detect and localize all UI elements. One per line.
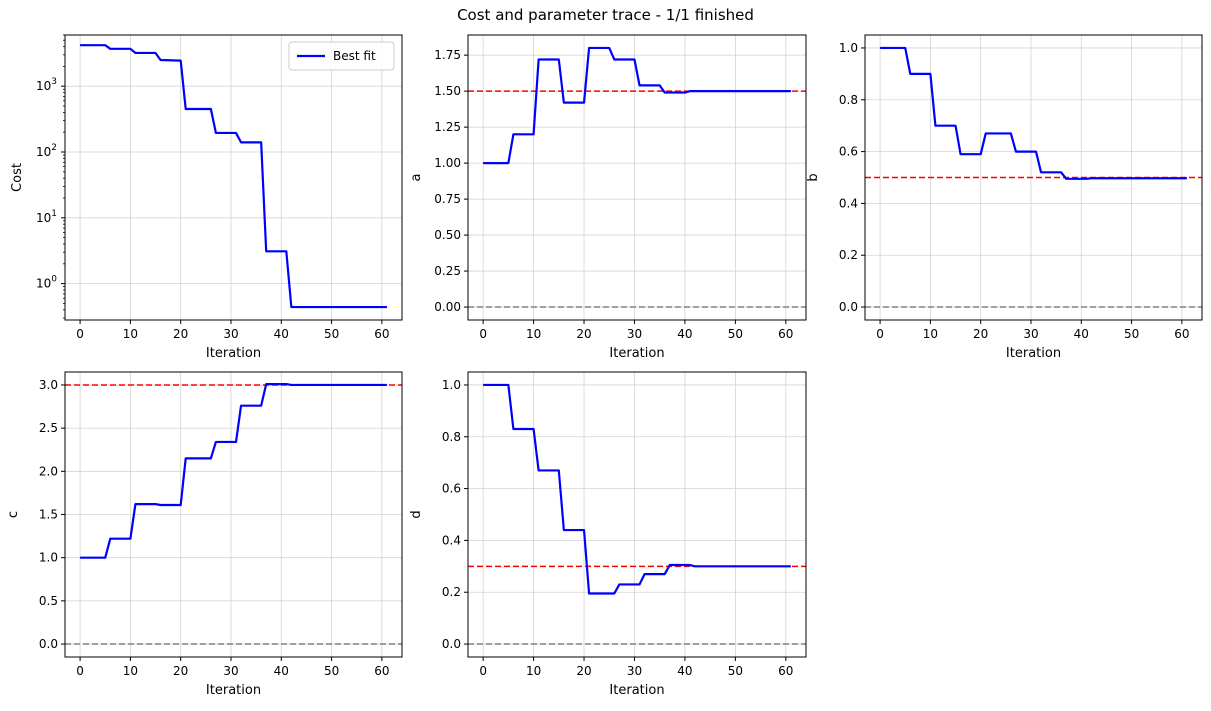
y-tick-label: 101 [36,209,57,225]
x-axis-label: Iteration [609,683,664,698]
x-tick-label: 50 [728,664,743,678]
x-tick-label: 20 [173,327,188,341]
x-tick-label: 20 [576,327,591,341]
y-tick-label: 1.75 [434,48,461,62]
y-tick-label: 0.0 [39,637,58,651]
y-tick-label: 0.2 [442,585,461,599]
y-tick-label: 0.0 [839,300,858,314]
axes-frame [467,371,807,658]
chart-panel-c: 0 10 20 30 40 50 60 0.0 0.5 1.0 1.5 2.0 2.5 3.0 Iterat… [6,371,403,698]
y-tick-label: 1.50 [434,84,461,98]
y-tick-label: 0.00 [434,300,461,314]
x-tick-label: 60 [778,664,793,678]
y-tick-label: 100 [36,275,57,291]
y-tick-label: 0.8 [839,93,858,107]
x-tick-label: 0 [76,327,84,341]
y-tick-label: 0.2 [839,248,858,262]
y-tick-label: 0.5 [39,594,58,608]
x-tick-label: 40 [1074,327,1089,341]
x-tick-label: 20 [173,664,188,678]
figure-title: Cost and parameter trace - 1/1 finished [457,6,754,24]
y-tick-label: 2.5 [39,421,58,435]
x-axis-label: Iteration [1006,346,1061,361]
y-tick-label: 3.0 [39,378,58,392]
x-tick-label: 40 [677,664,692,678]
y-axis-label: Cost [10,163,25,192]
y-tick-label: 0.0 [442,637,461,651]
x-axis-label: Iteration [206,346,261,361]
y-axis-label: c [6,511,21,518]
chart-panel-d: 0 10 20 30 40 50 60 0.0 0.2 0.4 0.6 0.8 1.0 Iteration… [409,371,807,698]
x-tick-label: 20 [576,664,591,678]
y-tick-label: 0.25 [434,264,461,278]
x-tick-label: 20 [973,327,988,341]
y-axis-label: d [409,510,424,518]
x-tick-label: 10 [526,664,541,678]
y-tick-label: 0.4 [839,196,858,210]
y-tick-label: 1.0 [39,551,58,565]
x-axis-label: Iteration [609,346,664,361]
x-tick-label: 10 [123,664,138,678]
x-tick-label: 10 [923,327,938,341]
x-tick-label: 60 [1174,327,1189,341]
y-axis-label: b [806,173,821,181]
x-tick-label: 60 [778,327,793,341]
series-line-cost [80,44,387,309]
x-tick-label: 40 [274,664,289,678]
x-tick-label: 50 [728,327,743,341]
x-tick-label: 30 [627,327,642,341]
chart-panel-cost: 0 10 20 30 40 50 60 100 101 102 103 Iteration Cost Be… [10,34,403,361]
x-tick-label: 60 [374,664,389,678]
x-tick-label: 40 [677,327,692,341]
legend-label: Best fit [333,49,376,63]
y-tick-label: 0.4 [442,533,461,547]
x-tick-label: 0 [876,327,884,341]
y-tick-label: 2.0 [39,464,58,478]
y-tick-label: 1.5 [39,508,58,522]
series-line-b [880,46,1187,180]
axes-frame [467,34,807,321]
chart-panel-b: 0 10 20 30 40 50 60 0.0 0.2 0.4 0.6 0.8 1.0 Iteration… [806,34,1203,361]
x-axis-label: Iteration [206,683,261,698]
y-axis-label: a [409,174,424,182]
x-tick-label: 10 [123,327,138,341]
y-tick-label: 0.8 [442,430,461,444]
x-tick-label: 50 [324,327,339,341]
y-tick-label: 103 [36,77,57,93]
y-tick-label: 1.0 [442,378,461,392]
x-tick-label: 30 [223,327,238,341]
x-tick-label: 0 [479,664,487,678]
y-tick-label: 102 [36,143,57,159]
series-line-d [483,383,791,595]
chart-panel-a: 0 10 20 30 40 50 60 0.00 0.25 0.50 0.75 1.00 1.25 1.5… [409,34,807,361]
y-tick-label: 1.25 [434,120,461,134]
y-tick-label: 0.6 [442,482,461,496]
series-line-a [483,46,791,165]
y-tick-label: 1.00 [434,156,461,170]
x-tick-label: 40 [274,327,289,341]
y-tick-label: 1.0 [839,41,858,55]
x-tick-label: 50 [1124,327,1139,341]
legend: Best fit [288,41,395,71]
y-tick-label: 0.75 [434,192,461,206]
series-line-c [80,382,387,559]
x-tick-label: 10 [526,327,541,341]
x-tick-label: 30 [1023,327,1038,341]
x-tick-label: 0 [76,664,84,678]
x-tick-label: 30 [627,664,642,678]
x-tick-label: 50 [324,664,339,678]
legend-box [288,41,395,71]
y-tick-label: 0.6 [839,145,858,159]
x-tick-label: 60 [374,327,389,341]
y-tick-label: 0.50 [434,228,461,242]
x-tick-label: 30 [223,664,238,678]
axes-frame [864,34,1203,321]
axes-frame [64,34,403,321]
x-tick-label: 0 [479,327,487,341]
